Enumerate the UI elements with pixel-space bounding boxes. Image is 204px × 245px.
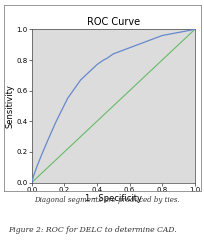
Title: ROC Curve: ROC Curve [86, 17, 139, 27]
Y-axis label: Sensitivity: Sensitivity [6, 84, 15, 128]
X-axis label: 1 - Specificity: 1 - Specificity [84, 194, 141, 203]
Text: Figure 2: ROC for DELC to determine CAD.: Figure 2: ROC for DELC to determine CAD. [8, 226, 176, 233]
Text: Diagonal segments are produced by ties.: Diagonal segments are produced by ties. [34, 196, 178, 204]
